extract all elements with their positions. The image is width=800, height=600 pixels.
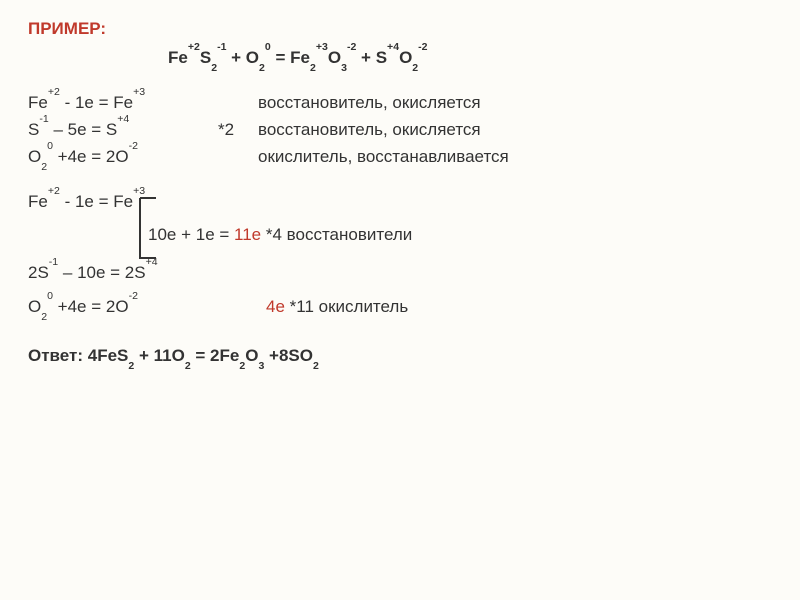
answer-label: Ответ: bbox=[28, 346, 83, 365]
half-reactions-block-2: Fe+2 - 1e = Fe+3 10e + 1e = 11e *4 восст… bbox=[28, 191, 772, 319]
s-line: 2S-1 – 10e = 2S+4 bbox=[28, 262, 158, 285]
answer-line: Ответ: 4FeS2 + 11O2 = 2Fe2O3 +8SO2 bbox=[28, 345, 772, 368]
fe-line-text: Fe+2 - 1e = Fe+3 bbox=[28, 191, 145, 214]
half-reaction-left: Fe+2 - 1e = Fe+3 bbox=[28, 92, 218, 115]
example-label: ПРИМЕР: bbox=[28, 18, 772, 41]
o-line-right: 4e *11 окислитель bbox=[266, 296, 408, 319]
half-reaction-mult: *2 bbox=[218, 119, 258, 142]
o-line: O20 +4e = 2O-2 4e *11 окислитель bbox=[28, 296, 772, 319]
half-reaction-mult bbox=[218, 92, 258, 115]
brace-row: 10e + 1e = 11e *4 восстановители 2S-1 – … bbox=[28, 218, 772, 290]
sum-line: 10e + 1e = 11e *4 восстановители bbox=[148, 218, 772, 247]
half-reaction-left: S-1 – 5e = S+4 bbox=[28, 119, 218, 142]
half-reaction-role: окислитель, восстанавливается bbox=[258, 146, 772, 169]
half-reaction-row: O20 +4e = 2O-2 окислитель, восстанавлива… bbox=[28, 146, 772, 169]
half-reaction-mult bbox=[218, 146, 258, 169]
half-reaction-row: Fe+2 - 1e = Fe+3 восстановитель, окисляе… bbox=[28, 92, 772, 115]
main-equation: Fe+2S2-1 + O20 = Fe2+3O3-2 + S+4O2-2 bbox=[168, 47, 772, 70]
half-reaction-row: S-1 – 5e = S+4 *2 восстановитель, окисля… bbox=[28, 119, 772, 142]
half-reaction-role: восстановитель, окисляется bbox=[258, 92, 772, 115]
half-reaction-left: O20 +4e = 2O-2 bbox=[28, 146, 218, 169]
o-line-left: O20 +4e = 2O-2 bbox=[28, 296, 266, 319]
half-reactions-block-1: Fe+2 - 1e = Fe+3 восстановитель, окисляе… bbox=[28, 92, 772, 169]
answer-equation: 4FeS2 + 11O2 = 2Fe2O3 +8SO2 bbox=[88, 346, 319, 365]
half-reaction-role: восстановитель, окисляется bbox=[258, 119, 772, 142]
page: ПРИМЕР: Fe+2S2-1 + O20 = Fe2+3O3-2 + S+4… bbox=[0, 0, 800, 386]
